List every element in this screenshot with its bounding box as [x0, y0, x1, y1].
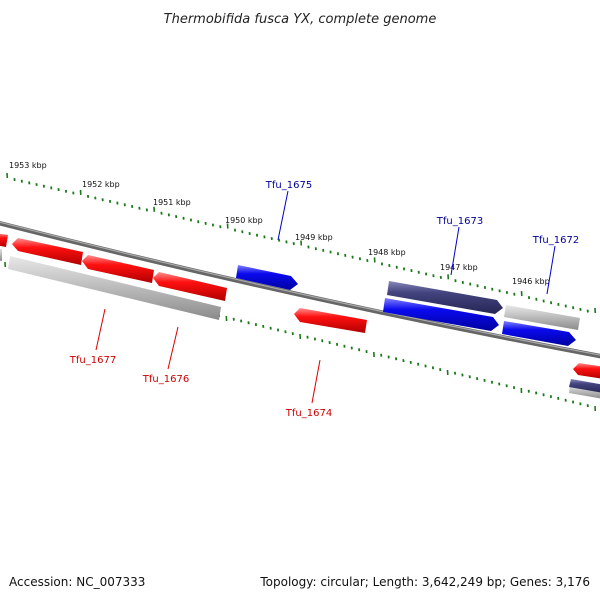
gene-pointer-line — [450, 226, 460, 276]
genome-summary-text: Topology: circular; Length: 3,642,249 bp… — [259, 575, 590, 589]
kbp-label-1947: 1947 kbp — [440, 263, 478, 272]
kbp-label-1951: 1951 kbp — [153, 198, 191, 207]
gene-arrow-forward[interactable] — [502, 321, 576, 346]
gene-arrow-forward[interactable] — [569, 379, 600, 393]
map-title: Thermobifida fusca YX, complete genome — [164, 12, 437, 27]
gene-pointer-line — [95, 308, 106, 351]
gene-label-tfu-1673[interactable]: Tfu_1673 — [436, 216, 483, 227]
kbp-label-1949: 1949 kbp — [295, 233, 333, 242]
scale-ticks-outer — [6, 172, 597, 314]
gene-pointer-line — [546, 245, 556, 295]
gene-arrow-reverse[interactable] — [573, 363, 600, 379]
gene-arrow-forward[interactable] — [383, 298, 499, 331]
gene-arrow-other[interactable] — [504, 305, 580, 330]
genome-backbone — [0, 220, 600, 359]
gene-arrow-forward[interactable] — [387, 281, 503, 314]
gene-label-tfu-1675[interactable]: Tfu_1675 — [265, 180, 312, 191]
gene-arrow-other[interactable] — [8, 256, 221, 320]
gene-label-tfu-1677[interactable]: Tfu_1677 — [69, 355, 116, 366]
kbp-label-1952: 1952 kbp — [82, 180, 120, 189]
genome-backbone-highlight — [0, 221, 600, 356]
gene-arrow-other[interactable] — [0, 248, 2, 261]
gene-label-tfu-1676[interactable]: Tfu_1676 — [142, 374, 189, 385]
gene-pointer-line — [277, 190, 289, 241]
gene-label-tfu-1674[interactable]: Tfu_1674 — [285, 408, 332, 419]
kbp-label-1946: 1946 kbp — [512, 277, 550, 286]
gene-arrow-reverse[interactable] — [153, 272, 227, 301]
kbp-label-1953: 1953 kbp — [9, 161, 47, 170]
gene-arrow-forward[interactable] — [236, 265, 298, 290]
gene-arrow-reverse[interactable] — [294, 308, 367, 333]
gene-arrow-reverse[interactable] — [12, 238, 83, 265]
gene-pointer-line — [311, 359, 321, 404]
gene-label-tfu-1672[interactable]: Tfu_1672 — [532, 235, 579, 246]
gene-arrow-reverse[interactable] — [82, 255, 154, 283]
accession-text: Accession: NC_007333 — [9, 575, 145, 589]
kbp-label-1950: 1950 kbp — [225, 216, 263, 225]
kbp-label-1948: 1948 kbp — [368, 248, 406, 257]
gene-arrow-reverse[interactable] — [0, 233, 8, 247]
gene-pointer-line — [167, 326, 179, 370]
